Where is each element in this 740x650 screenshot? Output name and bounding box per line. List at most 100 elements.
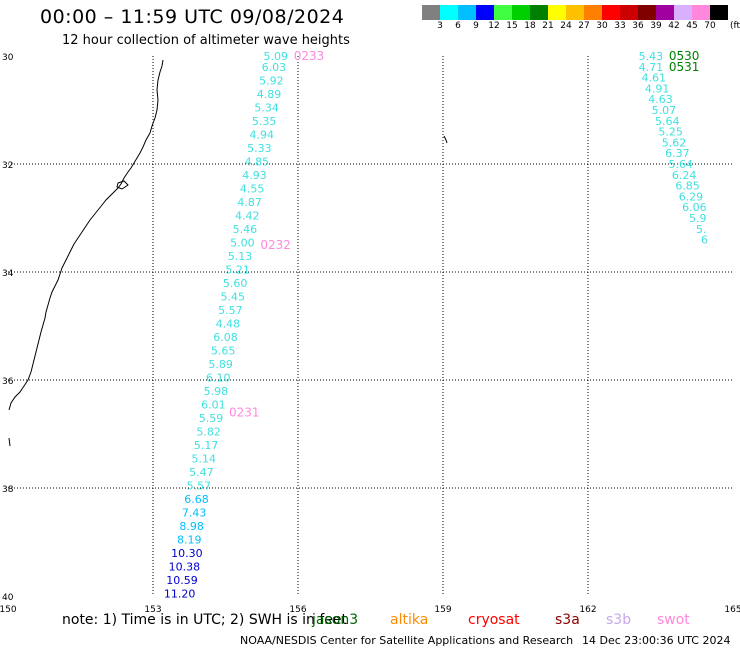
wave-height-value: 6.08 <box>213 331 238 344</box>
footer-credit: NOAA/NESDIS Center for Satellite Applica… <box>240 634 574 647</box>
wave-height-value: 4.87 <box>237 196 262 209</box>
wave-height-value: 5.34 <box>254 101 279 114</box>
footer-timestamp: 14 Dec 23:00:36 UTC 2024 <box>582 634 731 647</box>
island-shape <box>116 180 129 190</box>
longitude-label: 159 <box>434 605 451 615</box>
wave-height-value: 6.29 <box>679 190 704 203</box>
wave-height-value: 5.92 <box>259 74 284 87</box>
latitude-label: 34 <box>2 269 14 279</box>
color-swatch <box>656 5 674 20</box>
island-shape-3 <box>8 437 11 447</box>
longitude-label: 150 <box>0 605 17 615</box>
wave-height-value: 5.21 <box>225 263 250 276</box>
wave-height-value: 6.10 <box>206 371 231 384</box>
color-legend-label: 6 <box>455 21 461 31</box>
pass-time-label: 0232 <box>260 238 291 252</box>
island-shape-2 <box>443 135 448 144</box>
color-legend-label: 9 <box>473 21 479 31</box>
track-east: 5.434.714.614.914.635.075.645.255.626.37… <box>639 49 708 247</box>
wave-height-value: 6 <box>701 234 708 247</box>
color-swatch <box>440 5 458 20</box>
wave-height-value: 5.09 <box>264 50 289 63</box>
coastline <box>8 59 448 447</box>
wave-height-value: 5.47 <box>189 466 214 479</box>
satellite-legend-item: s3a <box>555 612 580 628</box>
wave-height-value: 6.06 <box>682 201 707 214</box>
wave-height-value: 4.93 <box>242 169 267 182</box>
wave-height-value: 6.85 <box>675 180 700 193</box>
wave-height-value: 5.25 <box>658 126 683 139</box>
wave-height-value: 4.94 <box>250 128 275 141</box>
color-legend <box>422 5 728 20</box>
longitude-label: 156 <box>289 605 306 615</box>
color-swatch <box>674 5 692 20</box>
color-swatch <box>548 5 566 20</box>
wave-height-value: 7.43 <box>182 506 207 519</box>
color-swatch <box>710 5 728 20</box>
wave-height-value: 6.03 <box>262 61 287 74</box>
latitude-label: 40 <box>2 593 14 603</box>
wave-height-value: 5.45 <box>221 290 246 303</box>
color-swatch <box>584 5 602 20</box>
color-legend-label: 27 <box>578 21 590 31</box>
wave-height-value: 5.59 <box>199 412 224 425</box>
color-swatch <box>638 5 656 20</box>
longitude-labels: 150 153 156 159 162 165 <box>0 605 740 615</box>
wave-height-value: 10.59 <box>166 574 198 587</box>
color-legend-label: 30 <box>596 21 608 31</box>
latitude-label: 38 <box>2 485 14 495</box>
wave-height-value: 5.14 <box>192 452 217 465</box>
wave-height-value: 5.98 <box>204 385 229 398</box>
color-swatch <box>512 5 530 20</box>
color-swatch <box>692 5 710 20</box>
wave-height-value: 5.46 <box>233 223 258 236</box>
page-subtitle: 12 hour collection of altimeter wave hei… <box>62 33 350 48</box>
wave-height-value: 11.20 <box>164 587 196 600</box>
satellite-legend-item: altika <box>390 612 429 628</box>
color-legend-label: 24 <box>560 21 572 31</box>
pass-time-label: 0231 <box>229 405 260 419</box>
color-legend-label: 36 <box>632 21 644 31</box>
wave-height-value: 4.42 <box>235 209 260 222</box>
wave-height-value: 6.37 <box>665 147 690 160</box>
color-swatch <box>476 5 494 20</box>
pass-time-label: 0531 <box>669 60 700 74</box>
wave-height-value: 5.65 <box>211 344 236 357</box>
satellite-tracks: 5.096.035.924.895.345.354.945.334.854.93… <box>164 49 708 600</box>
lat-lon-grid <box>8 56 733 596</box>
pass-time-label: 0233 <box>294 49 325 63</box>
color-swatch <box>530 5 548 20</box>
color-swatch <box>458 5 476 20</box>
color-legend-label: 21 <box>542 21 554 31</box>
latitude-label: 30 <box>2 53 14 63</box>
color-swatch <box>602 5 620 20</box>
satellite-legend-item: jason3 <box>312 612 359 628</box>
satellite-legend-item: cryosat <box>468 612 520 628</box>
color-legend-label: 15 <box>506 21 518 31</box>
latitude-label: 32 <box>2 161 13 171</box>
wave-height-value: 6.01 <box>201 398 226 411</box>
wave-height-value: 5.64 <box>669 158 694 171</box>
wave-height-value: 4.71 <box>639 61 664 74</box>
latitude-label: 36 <box>2 377 14 387</box>
color-legend-unit: (ft) <box>730 21 740 31</box>
coastline-path <box>8 59 164 411</box>
longitude-label: 153 <box>144 605 161 615</box>
longitude-label: 165 <box>724 605 740 615</box>
satellite-legend-item: swot <box>657 612 690 628</box>
color-legend-label: 12 <box>488 21 500 31</box>
wave-height-value: 6.24 <box>672 169 697 182</box>
wave-height-value: 4.63 <box>648 93 673 106</box>
wave-height-value: 5.00 <box>230 236 255 249</box>
wave-height-value: 5.13 <box>228 250 253 263</box>
wave-height-value: 5.9 <box>689 212 707 225</box>
color-swatch <box>566 5 584 20</box>
wave-height-value: 10.38 <box>169 560 201 573</box>
wave-height-value: 6.68 <box>184 493 209 506</box>
track-west: 5.096.035.924.895.345.354.945.334.854.93… <box>164 49 324 600</box>
wave-height-value: 4.91 <box>645 82 670 95</box>
color-swatch <box>422 5 440 20</box>
latitude-labels: 30 32 34 36 38 40 <box>2 53 14 603</box>
wave-height-value: 5.60 <box>223 277 248 290</box>
